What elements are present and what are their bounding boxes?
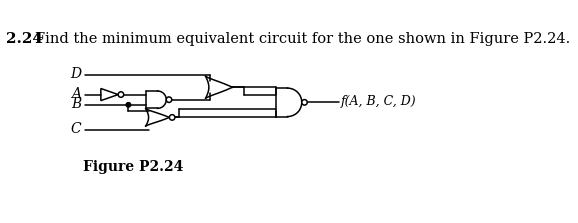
Circle shape — [126, 103, 131, 107]
Circle shape — [302, 100, 307, 105]
Text: f(A, B, C, D): f(A, B, C, D) — [341, 95, 417, 108]
Text: Figure P2.24: Figure P2.24 — [83, 160, 183, 174]
Text: A: A — [71, 87, 81, 101]
Circle shape — [118, 92, 124, 97]
Circle shape — [169, 115, 175, 120]
Circle shape — [166, 97, 172, 102]
Text: Find the minimum equivalent circuit for the one shown in Figure P2.24.: Find the minimum equivalent circuit for … — [35, 31, 570, 45]
Text: D: D — [70, 67, 81, 81]
Text: C: C — [71, 122, 81, 136]
Text: 2.24: 2.24 — [6, 31, 43, 45]
Text: B: B — [71, 97, 81, 111]
